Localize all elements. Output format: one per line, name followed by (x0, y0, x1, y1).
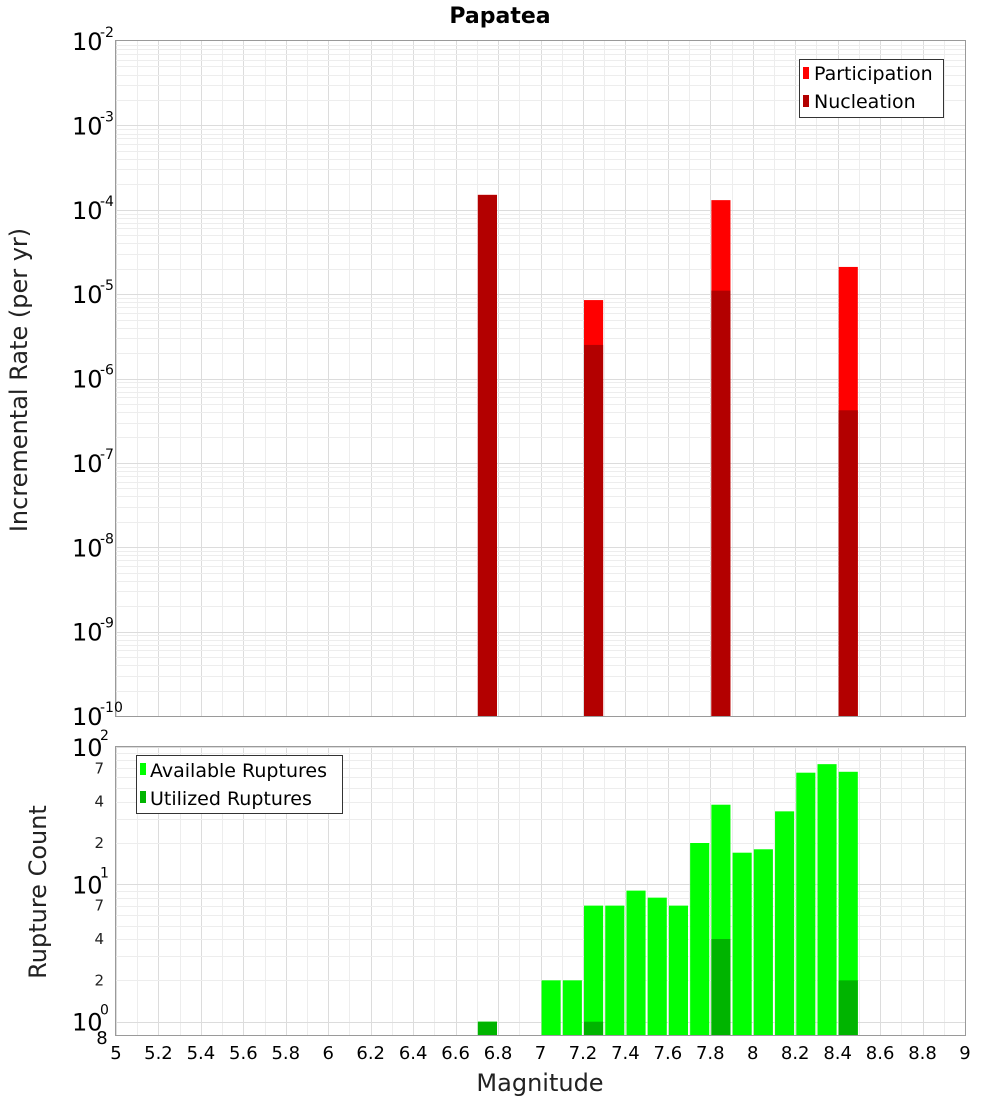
x-tick-label: 7 (535, 1043, 546, 1064)
bottom-plot-frame (115, 746, 966, 1036)
bottom-legend: Available Ruptures Utilized Ruptures (136, 755, 343, 814)
x-tick-label: 8.6 (866, 1043, 895, 1064)
top-gridlines (116, 41, 966, 717)
x-tick-label: 6 (323, 1043, 334, 1064)
bar-utilized-ruptures (477, 1021, 497, 1035)
legend-swatch-participation (803, 67, 809, 79)
y-tick-exponent: -9 (100, 616, 114, 632)
y-tick-label: 10 (72, 619, 103, 647)
y-tick-label: 10 (72, 197, 103, 225)
bar-utilized-ruptures (711, 939, 731, 1035)
x-tick-label: 9 (959, 1043, 970, 1064)
bar-available-ruptures (690, 843, 710, 1035)
x-tick-label: 5.6 (229, 1043, 258, 1064)
bar-available-ruptures (541, 980, 561, 1035)
bar-available-ruptures (562, 980, 582, 1035)
bar-nucleation (711, 290, 731, 716)
y-tick-exponent: -3 (100, 109, 114, 125)
y-tick-exponent: 0 (100, 1003, 109, 1019)
legend-label-available-ruptures: Available Ruptures (150, 760, 327, 782)
bottom-y-axis-label: Rupture Count (24, 805, 52, 979)
bar-available-ruptures (775, 811, 795, 1035)
legend-swatch-available-ruptures (140, 763, 146, 775)
bar-available-ruptures (605, 905, 625, 1035)
y-tick-label: 10 (72, 1009, 103, 1037)
x-tick-label: 6.2 (356, 1043, 385, 1064)
legend-swatch-utilized-ruptures (140, 791, 146, 803)
x-tick-label: 5.8 (271, 1043, 300, 1064)
top-plot-frame (115, 40, 966, 717)
y-minor-tick-label: 2 (94, 971, 104, 989)
x-tick-label: 8.8 (908, 1043, 937, 1064)
bar-nucleation (477, 194, 497, 716)
y-tick-exponent: -7 (100, 447, 114, 463)
y-tick-exponent: -4 (100, 194, 114, 210)
legend-label-utilized-ruptures: Utilized Ruptures (150, 788, 312, 810)
y-tick-label: 10 (72, 871, 103, 899)
bar-available-ruptures (668, 905, 689, 1035)
bar-available-ruptures (817, 764, 837, 1035)
x-tick-label: 6.4 (399, 1043, 428, 1064)
x-tick-label: 8.2 (781, 1043, 810, 1064)
y-minor-tick-label: 4 (94, 930, 104, 948)
y-tick-label: 10 (72, 534, 103, 562)
y-tick-label: 10 (72, 734, 103, 762)
y-tick-exponent: -8 (100, 531, 114, 547)
bar-available-ruptures (584, 905, 604, 1035)
bar-available-ruptures (647, 897, 667, 1035)
x-axis-label: Magnitude (476, 1069, 603, 1097)
x-tick-label: 8 (747, 1043, 758, 1064)
y-tick-label: 10 (72, 112, 103, 140)
x-tick-label: 8.4 (823, 1043, 852, 1064)
y-tick-label: 10 (72, 366, 103, 394)
x-axis-ticks: 5 5.2 5.4 5.6 5.8 6 6.2 6.4 6.6 6.8 7 7.2 7.4 7.6 7.8 8… (110, 1043, 970, 1064)
x-tick-label: 5.2 (144, 1043, 173, 1064)
legend-label-participation: Participation (814, 63, 933, 85)
bar-available-ruptures (838, 771, 858, 1035)
x-tick-label: 7.4 (611, 1043, 640, 1064)
top-legend-box (799, 59, 944, 118)
x-tick-label: 6.8 (484, 1043, 513, 1064)
y-tick-exponent: -10 (100, 700, 123, 716)
chart-title: Papatea (449, 4, 550, 29)
bar-available-ruptures (753, 849, 773, 1035)
y-tick-exponent: 1 (100, 865, 109, 881)
x-tick-label: 5 (110, 1043, 121, 1064)
bar-nucleation (584, 344, 604, 716)
x-tick-label: 5.4 (187, 1043, 216, 1064)
bar-available-ruptures (732, 852, 752, 1035)
top-y-axis-label: Incremental Rate (per yr) (5, 228, 33, 532)
bar-available-ruptures (626, 890, 646, 1035)
top-y-ticks: 10-210-310-410-510-610-710-810-910-10 (72, 25, 123, 731)
bar-utilized-ruptures (838, 980, 858, 1035)
x-tick-label: 7.8 (696, 1043, 725, 1064)
x-tick-label: 7.6 (654, 1043, 683, 1064)
y-minor-tick-label: 7 (94, 897, 104, 915)
bottom-legend-box (136, 755, 343, 814)
bar-available-ruptures (796, 772, 816, 1035)
y-tick-label: 10 (72, 703, 103, 731)
y-tick-exponent: -2 (100, 25, 114, 41)
y-tick-label: 10 (72, 450, 103, 478)
bar-nucleation (838, 410, 858, 716)
x-tick-label: 6.6 (441, 1043, 470, 1064)
y-minor-tick-label: 4 (94, 793, 104, 811)
y-minor-tick-label: 2 (94, 834, 104, 852)
bar-utilized-ruptures (584, 1021, 604, 1035)
y-tick-exponent: -6 (100, 363, 114, 379)
y-tick-label: 10 (72, 281, 103, 309)
y-tick-label: 10 (72, 28, 103, 56)
y-bottom-tick-label: 8 (96, 1028, 107, 1049)
legend-label-nucleation: Nucleation (814, 91, 916, 113)
y-tick-exponent: 2 (100, 728, 109, 744)
bottom-bars (477, 764, 858, 1035)
y-tick-exponent: -5 (100, 278, 114, 294)
x-tick-label: 7.2 (569, 1043, 598, 1064)
top-legend: Participation Nucleation (799, 59, 944, 118)
top-bars (477, 194, 858, 716)
legend-swatch-nucleation (803, 95, 809, 107)
y-minor-tick-label: 7 (94, 759, 104, 777)
